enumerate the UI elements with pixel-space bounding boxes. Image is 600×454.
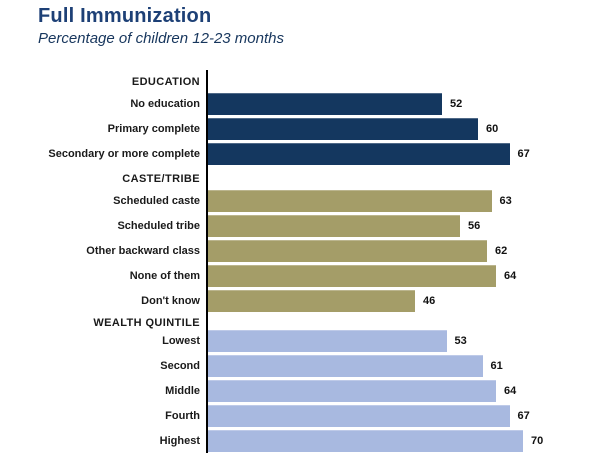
bar xyxy=(208,93,442,115)
chart-title: Full Immunization xyxy=(38,5,212,27)
y-axis-line xyxy=(206,70,208,453)
chart-group: CASTE/TRIBE Scheduled caste 63 Scheduled tr… xyxy=(0,168,600,312)
bar-category-label: Middle xyxy=(165,385,200,397)
bar xyxy=(208,240,487,262)
group-header: EDUCATION xyxy=(131,75,200,88)
bar-row: Other backward class 62 xyxy=(0,240,600,262)
bar-value-label: 70 xyxy=(531,435,544,447)
bar-value-label: 56 xyxy=(468,220,481,232)
bar-value-label: 63 xyxy=(499,195,512,207)
chart-group: WEALTH QUINTILE Lowest 53 Second 61 Middle 64 F… xyxy=(0,315,600,452)
bar-category-label: Second xyxy=(160,360,200,372)
bar xyxy=(208,290,415,312)
bar-category-label: Secondary or more complete xyxy=(48,148,200,160)
bar-row: Secondary or more complete 67 xyxy=(0,143,600,165)
bar xyxy=(208,355,483,377)
bar-category-label: None of them xyxy=(129,270,200,282)
bar-value-label: 53 xyxy=(454,335,467,347)
bar xyxy=(208,430,523,452)
bar-value-label: 67 xyxy=(517,410,530,422)
bar-category-label: Fourth xyxy=(165,410,200,422)
bar xyxy=(208,330,447,352)
chart-group: EDUCATION No education 52 Primary complete 6… xyxy=(0,70,600,165)
bar xyxy=(208,265,496,287)
bar xyxy=(208,143,510,165)
chart-subtitle: Percentage of children 12-23 months xyxy=(38,30,284,47)
bar-row: Second 61 xyxy=(0,355,600,377)
bar-value-label: 46 xyxy=(423,295,436,307)
bar-row: Primary complete 60 xyxy=(0,118,600,140)
bar xyxy=(208,405,510,427)
bar-category-label: No education xyxy=(130,98,200,110)
bar-category-label: Highest xyxy=(159,435,200,447)
bar-row: Don't know 46 xyxy=(0,290,600,312)
bar-value-label: 67 xyxy=(517,148,530,160)
group-header: CASTE/TRIBE xyxy=(122,173,200,185)
bar-row: No education 52 xyxy=(0,93,600,115)
bar-value-label: 52 xyxy=(450,98,463,110)
bar-category-label: Lowest xyxy=(162,335,200,347)
bar-row: Fourth 67 xyxy=(0,405,600,427)
bar-value-label: 61 xyxy=(490,360,503,372)
bar-row: Lowest 53 xyxy=(0,330,600,352)
bar-category-label: Other backward class xyxy=(86,245,200,257)
bar-row: Scheduled tribe 56 xyxy=(0,215,600,237)
bar-category-label: Scheduled tribe xyxy=(117,220,200,232)
bar-category-label: Scheduled caste xyxy=(113,195,200,207)
bar xyxy=(208,215,460,237)
bar-value-label: 62 xyxy=(495,245,508,257)
bar-value-label: 64 xyxy=(504,270,517,282)
bar-row: Middle 64 xyxy=(0,380,600,402)
group-header: WEALTH QUINTILE xyxy=(93,316,200,329)
bar-value-label: 64 xyxy=(504,385,517,397)
title-block: Full Immunization Percentage of children… xyxy=(38,5,284,49)
bar-row: Highest 70 xyxy=(0,430,600,452)
bar xyxy=(208,190,492,212)
bar xyxy=(208,380,496,402)
bar-row: None of them 64 xyxy=(0,265,600,287)
bar-category-label: Don't know xyxy=(141,295,200,307)
bar-value-label: 60 xyxy=(486,123,499,135)
bar xyxy=(208,118,478,140)
chart-rows: EDUCATION No education 52 Primary complete 6… xyxy=(0,70,600,454)
bar-category-label: Primary complete xyxy=(107,123,200,135)
bar-row: Scheduled caste 63 xyxy=(0,190,600,212)
